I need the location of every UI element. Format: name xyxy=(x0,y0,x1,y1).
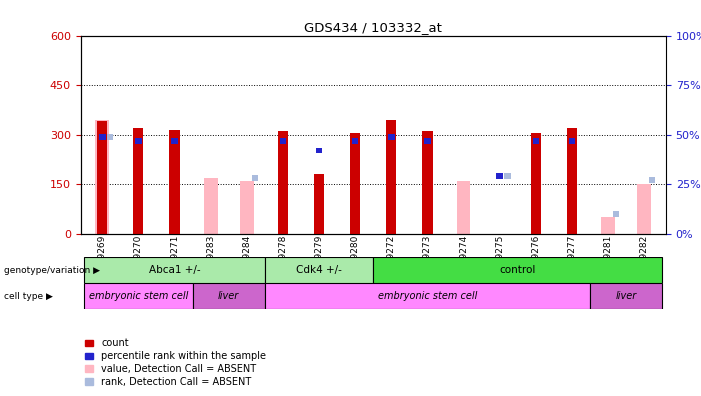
Bar xyxy=(386,120,396,234)
Bar xyxy=(316,148,322,154)
Bar xyxy=(107,134,114,140)
Bar xyxy=(204,177,217,234)
Bar xyxy=(95,120,109,234)
Bar xyxy=(637,184,651,234)
Bar xyxy=(99,134,106,140)
Bar xyxy=(496,173,503,179)
Bar xyxy=(135,138,142,143)
Bar xyxy=(314,174,324,234)
Bar xyxy=(252,175,258,181)
Text: liver: liver xyxy=(615,291,637,301)
Bar xyxy=(278,131,288,234)
Text: Cdk4 +/-: Cdk4 +/- xyxy=(296,265,342,275)
Bar xyxy=(171,138,178,143)
Bar xyxy=(569,138,576,143)
Bar xyxy=(590,283,662,309)
Text: embryonic stem cell: embryonic stem cell xyxy=(378,291,477,301)
Bar xyxy=(505,173,511,179)
Text: embryonic stem cell: embryonic stem cell xyxy=(89,291,188,301)
Bar xyxy=(265,257,373,283)
Bar xyxy=(170,130,179,234)
Bar xyxy=(193,283,265,309)
Bar xyxy=(531,133,541,234)
Bar xyxy=(533,138,539,143)
Bar xyxy=(133,128,144,234)
Text: genotype/variation ▶: genotype/variation ▶ xyxy=(4,266,100,275)
Bar xyxy=(457,181,470,234)
Text: liver: liver xyxy=(218,291,239,301)
Bar xyxy=(280,138,286,143)
Bar xyxy=(423,131,433,234)
Bar xyxy=(613,211,620,217)
Text: Abca1 +/-: Abca1 +/- xyxy=(149,265,200,275)
Bar xyxy=(97,122,107,234)
Text: control: control xyxy=(500,265,536,275)
Bar xyxy=(374,257,662,283)
Bar xyxy=(84,283,193,309)
Bar xyxy=(84,257,265,283)
Bar xyxy=(265,283,590,309)
Text: cell type ▶: cell type ▶ xyxy=(4,291,53,301)
Bar xyxy=(601,217,615,234)
Bar xyxy=(388,134,395,140)
Bar xyxy=(649,177,655,183)
Bar xyxy=(567,128,577,234)
Bar xyxy=(350,133,360,234)
Bar xyxy=(240,181,254,234)
Bar xyxy=(424,138,430,143)
Title: GDS434 / 103332_at: GDS434 / 103332_at xyxy=(304,21,442,34)
Bar xyxy=(352,138,358,143)
Legend: count, percentile rank within the sample, value, Detection Call = ABSENT, rank, : count, percentile rank within the sample… xyxy=(86,339,266,387)
